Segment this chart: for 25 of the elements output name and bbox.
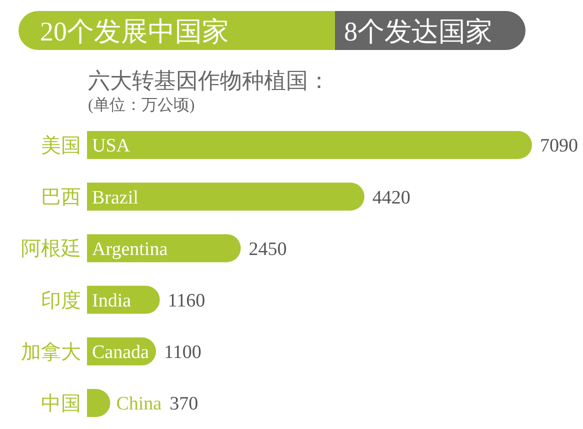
y-tick-label: 巴西 bbox=[41, 186, 81, 209]
bar bbox=[87, 182, 364, 211]
annotation: USA bbox=[92, 136, 130, 157]
data-label: 1100 bbox=[164, 342, 202, 364]
data-label: 370 bbox=[170, 394, 198, 415]
y-tick-label: 印度 bbox=[41, 290, 81, 312]
annotation: Brazil bbox=[92, 187, 138, 208]
y-tick-label: 中国 bbox=[41, 393, 81, 415]
annotation: Canada bbox=[92, 342, 150, 364]
y-tick-label: 加拿大 bbox=[21, 341, 81, 364]
annotation: India bbox=[92, 290, 132, 312]
data-label: 4420 bbox=[372, 187, 410, 208]
bar bbox=[87, 234, 241, 262]
data-label: 1160 bbox=[168, 290, 206, 312]
annotation: Argentina bbox=[92, 238, 168, 260]
text: 20个发展中国家 bbox=[40, 16, 229, 47]
annotation: China bbox=[116, 394, 162, 415]
chart-subtitle: (单位：万公顷) bbox=[88, 96, 195, 114]
y-tick-label: 美国 bbox=[41, 134, 81, 157]
data-label: 7090 bbox=[540, 136, 578, 157]
y-tick-label: 阿根廷 bbox=[21, 238, 81, 260]
chart-title: 六大转基因作物种植国： bbox=[88, 68, 330, 93]
text: 8个发达国家 bbox=[344, 16, 492, 47]
data-label: 2450 bbox=[248, 238, 287, 260]
bar bbox=[87, 131, 532, 159]
